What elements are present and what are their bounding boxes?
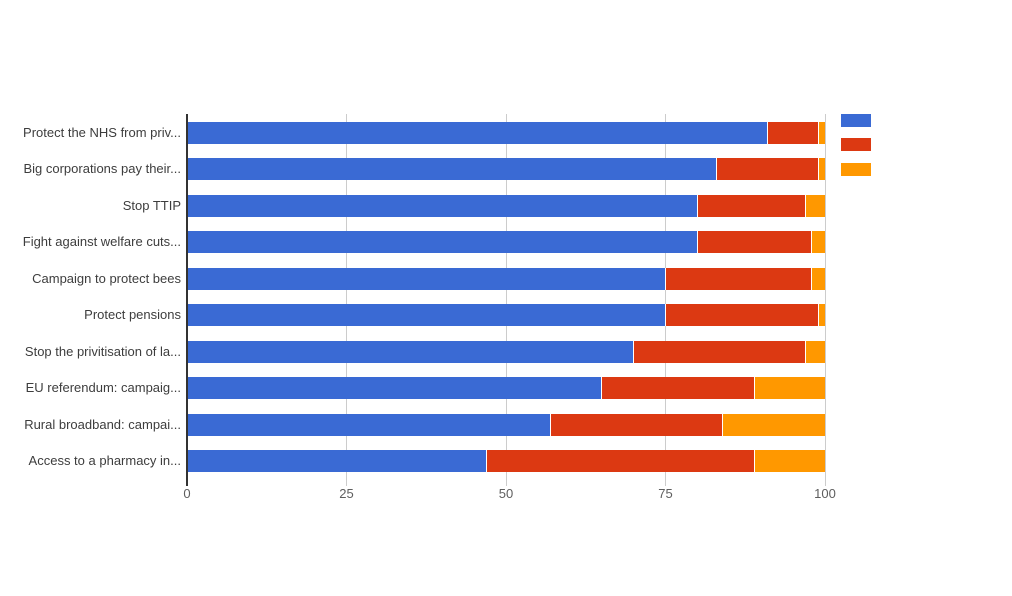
- category-label: Rural broadband: campai...: [24, 416, 181, 432]
- bar-segment-series-3[interactable]: [754, 449, 825, 472]
- bar-row: [188, 304, 825, 327]
- bar-segment-series-3[interactable]: [723, 413, 825, 436]
- bar-segment-series-3[interactable]: [805, 194, 825, 217]
- gridline-25: [346, 114, 347, 486]
- category-label: Big corporations pay their...: [23, 161, 181, 177]
- bar-segment-series-2[interactable]: [697, 194, 806, 217]
- category-label: EU referendum: campaig...: [25, 380, 181, 396]
- category-label: Access to a pharmacy in...: [28, 452, 181, 468]
- bar-segment-series-1[interactable]: [188, 449, 488, 472]
- bar-segment-series-2[interactable]: [602, 377, 755, 400]
- category-label: Protect pensions: [84, 307, 181, 323]
- gridline-75: [665, 114, 666, 486]
- bar-segment-series-3[interactable]: [818, 158, 825, 181]
- bar-row: [188, 194, 825, 217]
- bar-row: [188, 231, 825, 254]
- category-label: Stop TTIP: [122, 197, 181, 213]
- bar-segment-series-2[interactable]: [697, 231, 813, 254]
- bar-segment-series-1[interactable]: [188, 158, 717, 181]
- bar-row: [188, 158, 825, 181]
- bar-segment-series-2[interactable]: [767, 122, 819, 144]
- bar-segment-series-3[interactable]: [818, 304, 825, 327]
- bar-segment-series-1[interactable]: [188, 231, 698, 254]
- bar-segment-series-2[interactable]: [716, 158, 819, 181]
- x-tick-label-75: 75: [658, 486, 673, 501]
- bar-segment-series-2[interactable]: [665, 304, 819, 327]
- category-label: Stop the privitisation of la...: [24, 343, 181, 359]
- bar-row: [188, 340, 825, 363]
- bar-segment-series-3[interactable]: [812, 231, 825, 254]
- bar-segment-series-1[interactable]: [188, 194, 698, 217]
- bar-segment-series-1[interactable]: [188, 340, 634, 363]
- bar-segment-series-1[interactable]: [188, 413, 552, 436]
- x-tick-label-25: 25: [339, 486, 354, 501]
- bar-row: [188, 413, 825, 436]
- category-label: Campaign to protect bees: [32, 270, 181, 286]
- category-label: Protect the NHS from priv...: [23, 125, 181, 140]
- bar-segment-series-2[interactable]: [551, 413, 724, 436]
- bar-row: [188, 377, 825, 400]
- bar-segment-series-2[interactable]: [633, 340, 806, 363]
- bar-row: [188, 449, 825, 472]
- x-tick-label-0: 0: [183, 486, 191, 501]
- baseline-axis-line: [186, 114, 188, 486]
- legend-swatch-series-1: [841, 114, 871, 127]
- gridline-100: [824, 114, 826, 486]
- legend-swatch-series-3: [841, 162, 871, 176]
- bar-segment-series-3[interactable]: [754, 377, 825, 400]
- bar-row: [188, 267, 825, 290]
- bar-segment-series-3[interactable]: [805, 340, 825, 363]
- category-label: Fight against welfare cuts...: [22, 234, 181, 250]
- bar-segment-series-1[interactable]: [188, 122, 768, 144]
- bar-segment-series-1[interactable]: [188, 377, 603, 400]
- bar-segment-series-1[interactable]: [188, 304, 666, 327]
- bar-row: [188, 122, 825, 144]
- bar-segment-series-3[interactable]: [818, 122, 825, 144]
- bar-segment-series-1[interactable]: [188, 267, 666, 290]
- bar-segment-series-3[interactable]: [812, 267, 825, 290]
- gridline-50: [505, 114, 507, 486]
- legend-swatch-series-2: [841, 138, 871, 152]
- x-tick-label-100: 100: [814, 486, 836, 501]
- x-tick-label-50: 50: [498, 486, 514, 501]
- bar-segment-series-2[interactable]: [487, 449, 755, 472]
- bar-segment-series-2[interactable]: [665, 267, 813, 290]
